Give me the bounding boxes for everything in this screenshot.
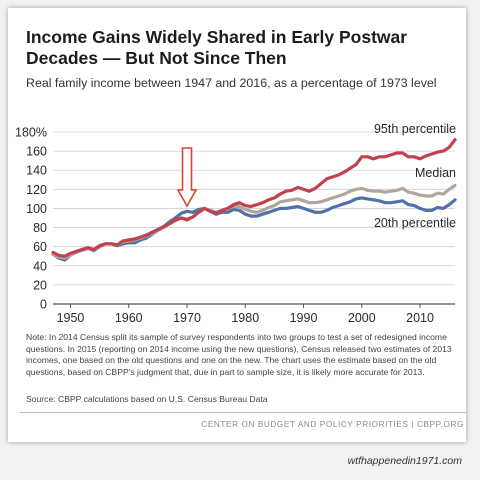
down-arrow-icon xyxy=(176,147,198,208)
series-label-95th-percentile: 95th percentile xyxy=(374,122,456,136)
x-tick-label: 2010 xyxy=(406,311,434,325)
x-tick-label: 1980 xyxy=(231,311,259,325)
series-label-20th-percentile: 20th percentile xyxy=(374,216,456,230)
chart-source: Source: CBPP calculations based on U.S. … xyxy=(26,394,268,404)
x-tick-label: 1960 xyxy=(115,311,143,325)
chart-subtitle: Real family income between 1947 and 2016… xyxy=(26,76,437,90)
x-tick-label: 1950 xyxy=(57,311,85,325)
series-lines xyxy=(51,138,457,262)
y-tick-label: 20 xyxy=(33,278,47,292)
y-tick-label: 140 xyxy=(26,164,47,178)
y-axis-ticks: 0 20 40 60 80 100 120 140 160 180% xyxy=(15,126,47,312)
y-tick-label: 120 xyxy=(26,183,47,197)
y-tick-label: 180% xyxy=(15,126,47,140)
y-tick-label: 80 xyxy=(33,221,47,235)
footer-divider xyxy=(20,412,466,413)
series-labels: 95th percentile Median 20th percentile xyxy=(374,122,456,230)
footer-credit: CENTER ON BUDGET AND POLICY PRIORITIES |… xyxy=(201,420,464,429)
chart-note: Note: In 2014 Census split its sample of… xyxy=(26,332,452,377)
x-tick-label: 1970 xyxy=(173,311,201,325)
down-arrow-shape xyxy=(176,147,198,208)
x-tick-label: 2000 xyxy=(348,311,376,325)
chart-title: Income Gains Widely Shared in Early Post… xyxy=(26,27,456,69)
chart-title-line-2: Decades — But Not Since Then xyxy=(26,48,287,68)
y-tick-label: 160 xyxy=(26,145,47,159)
y-tick-label: 40 xyxy=(33,259,47,273)
chart-card xyxy=(8,8,466,442)
watermark: wtfhappenedin1971.com xyxy=(347,455,462,467)
series-line-95th-percentile xyxy=(51,138,457,258)
series-label-median: Median xyxy=(415,166,456,180)
y-tick-label: 0 xyxy=(40,298,47,312)
y-tick-label: 60 xyxy=(33,240,47,254)
x-axis-ticks: 1950 1960 1970 1980 1990 2000 2010 xyxy=(57,304,434,325)
x-tick-label: 1990 xyxy=(290,311,318,325)
y-tick-label: 100 xyxy=(26,202,47,216)
grid-lines xyxy=(53,131,455,305)
chart-title-line-1: Income Gains Widely Shared in Early Post… xyxy=(26,27,408,47)
